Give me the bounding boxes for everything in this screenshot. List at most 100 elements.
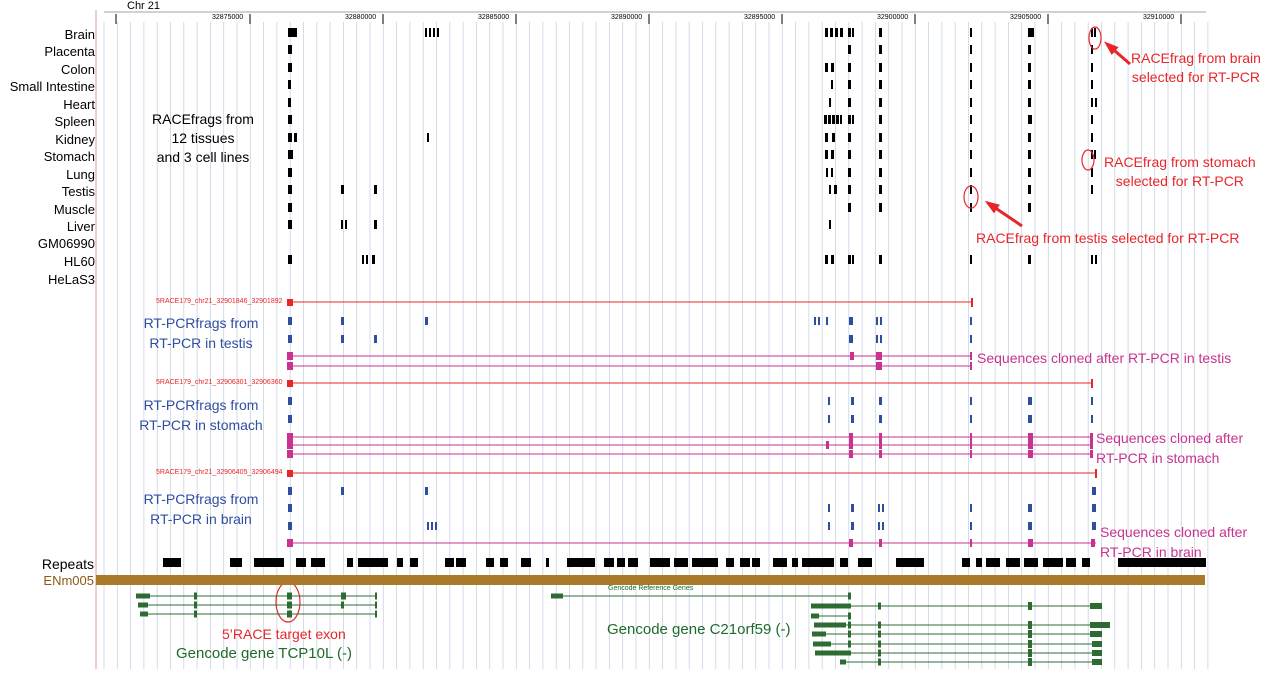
tissue-label-helas3: HeLaS3 (48, 272, 95, 287)
racefrag-mark (970, 185, 972, 194)
racefrag-mark (848, 115, 851, 124)
racefrag-mark (1091, 98, 1093, 107)
gene-tcp10l-label: Gencode gene TCP10L (-) (176, 645, 352, 662)
section-testis-rtpcr-mark (849, 335, 853, 343)
c21orf59-tx-exon (878, 602, 881, 610)
tissue-label-gm06990: GM06990 (37, 236, 95, 251)
racefrag-mark (879, 133, 882, 142)
axis-tick-label: 32900000 (877, 14, 909, 21)
section-brain-rtpcr-mark (425, 487, 428, 495)
section-brain-rtpcr-mark (431, 522, 433, 530)
racefrag-mark (852, 255, 854, 264)
section-stomach-rtpcr-mark (1091, 415, 1093, 423)
c21orf59-tx-exon (1092, 659, 1102, 665)
section-stomach-primer-start (287, 380, 293, 387)
racefrag-mark (294, 133, 297, 142)
racefrag-mark (1091, 115, 1093, 124)
racefrag-mark (970, 115, 972, 124)
c21orf59-tx-exon (814, 622, 846, 628)
section-brain-rtpcr-mark (878, 504, 880, 512)
rtpcr-label-line: RT-PCRfrags from (143, 315, 259, 331)
repeat-block (1006, 558, 1020, 567)
racefrag-mark (341, 185, 344, 194)
racefrag-mark (970, 28, 972, 37)
c21orf59-tx-exon (1028, 649, 1032, 657)
tcp10l-tx-exon (287, 601, 292, 609)
axis-tick-label: 32890000 (611, 14, 643, 21)
repeat-block (1066, 558, 1076, 567)
racefrag-mark (1028, 63, 1031, 72)
tissue-label-testis: Testis (61, 184, 95, 199)
racefrag-mark (1028, 203, 1031, 212)
racefrag-mark (970, 80, 972, 89)
arrow-brain-head (1103, 41, 1119, 56)
racefrag-mark (832, 133, 835, 142)
c21orf59-tx-exon (811, 613, 819, 619)
primer-label-testis: 5RACE179_chr21_32901846_32901892 (156, 298, 283, 305)
tissue-label-brain: Brain (64, 27, 95, 42)
tissue-label-heart: Heart (63, 97, 95, 112)
section-brain-rtpcr-mark (828, 504, 830, 512)
cloned-label-stomach: Sequences cloned after RT-PCR in stomach (1096, 428, 1243, 468)
racefrag-mark (831, 63, 834, 72)
racefrag-mark (288, 203, 292, 212)
section-testis-rtpcr-mark (876, 317, 878, 325)
c21orf59-tx-exon (848, 612, 851, 620)
tissue-label-placenta: Placenta (44, 44, 95, 59)
racefrag-mark (879, 80, 882, 89)
section-stomach-cloned-exon (1028, 441, 1033, 449)
racefrag-mark (836, 115, 839, 124)
repeat-block (296, 558, 306, 567)
racefrag-mark (1028, 98, 1031, 107)
racefrag-mark (425, 28, 427, 37)
c21orf59-tx-exon (815, 650, 851, 656)
c21orf59-tx-exon (812, 631, 826, 637)
section-stomach-cloned-exon (970, 450, 972, 458)
racefrag-mark (970, 255, 972, 264)
tcp10l-tx-exon (287, 610, 292, 618)
section-testis-cloned-exon (970, 362, 972, 370)
section-testis-rtpcr-mark (341, 317, 344, 325)
section-stomach-cloned-exon (1028, 450, 1033, 458)
racefrag-mark (852, 115, 854, 124)
rtpcr-label-testis: RT-PCRfrags from RT-PCR in testis (126, 313, 276, 353)
tcp10l-tx-exon (341, 592, 346, 600)
c21orf59-tx-exon (848, 630, 851, 638)
racefrag-mark (848, 63, 851, 72)
tissue-label-lung: Lung (66, 167, 95, 182)
repeat-block (311, 558, 325, 567)
section-stomach-rtpcr-mark (288, 397, 292, 405)
racefrag-mark (1028, 185, 1031, 194)
racefrag-mark (879, 115, 882, 124)
racefrag-mark (848, 45, 851, 54)
racefrag-mark (288, 168, 292, 177)
c21orf59-tx-exon (1028, 602, 1032, 610)
c21orf59-tx-exon (1028, 640, 1032, 648)
racefrag-mark (848, 150, 851, 159)
racefrag-mark (828, 115, 831, 124)
section-brain-rtpcr-mark (288, 504, 292, 512)
racefrag-mark (840, 28, 843, 37)
section-stomach-rtpcr-mark (879, 397, 882, 405)
racefrag-mark (825, 28, 828, 37)
c21orf59-tx-exon (878, 630, 881, 638)
region-bar (96, 575, 1205, 585)
racefrag-mark (848, 185, 851, 194)
section-stomach-rtpcr-mark (1028, 397, 1032, 405)
cloned-label-brain: Sequences cloned after RT-PCR in brain (1100, 522, 1247, 562)
repeat-block (410, 558, 418, 567)
section-testis-rtpcr-mark (341, 335, 344, 343)
repeat-block (1024, 558, 1038, 567)
highlight-circle-stomach (1081, 149, 1095, 171)
section-stomach-cloned-exon (1090, 433, 1093, 441)
repeat-block (752, 558, 760, 567)
section-testis-rtpcr-mark (288, 335, 292, 343)
tissue-label-stomach: Stomach (43, 149, 95, 164)
section-stomach-rtpcr-mark (288, 415, 292, 423)
section-testis-primer-end (971, 298, 973, 307)
repeat-block (230, 558, 242, 567)
gene-c21orf59-label: Gencode gene C21orf59 (-) (607, 621, 791, 638)
rtpcr-label-line: RT-PCR in testis (149, 335, 253, 351)
arrow-testis-head (984, 200, 1000, 214)
region-label: ENm005 (43, 573, 94, 588)
